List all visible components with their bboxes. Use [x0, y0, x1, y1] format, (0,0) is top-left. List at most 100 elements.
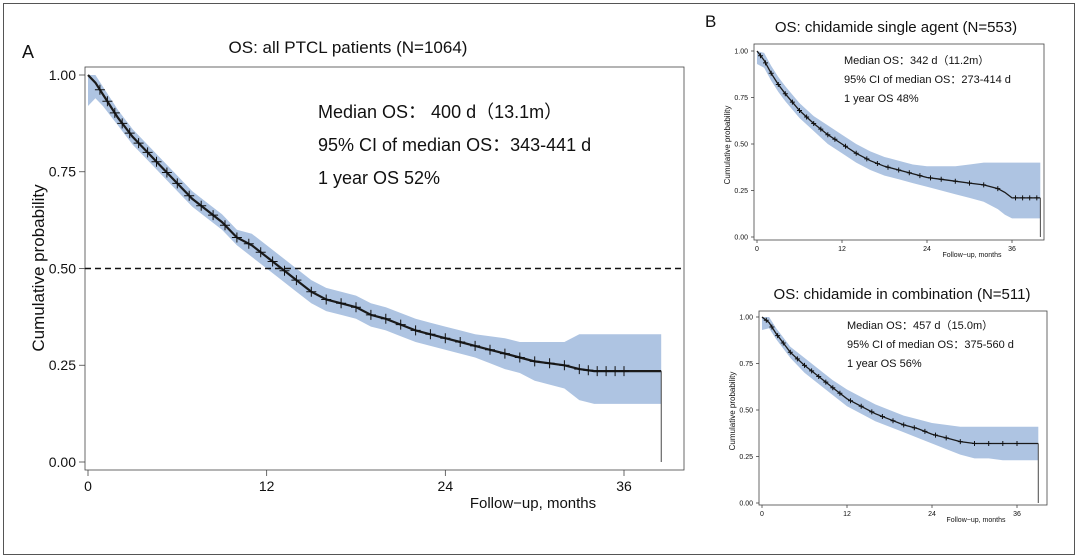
y-tick-label: 0.75 — [49, 164, 76, 180]
censor-mark — [763, 60, 768, 66]
censor-mark — [943, 435, 949, 441]
censor-mark — [809, 368, 815, 374]
censor-mark — [133, 138, 144, 149]
plot-frame — [758, 310, 1048, 506]
x-tick-label: 0 — [755, 246, 759, 253]
censor-mark — [864, 156, 870, 162]
censor-mark — [1014, 441, 1020, 446]
censor-mark — [789, 99, 795, 105]
y-tick-label: 0.25 — [734, 188, 748, 195]
censor-mark — [583, 365, 594, 376]
censor-mark — [837, 390, 843, 396]
censor-mark — [455, 337, 466, 347]
annotation-line: 95% CI of median OS：375-560 d — [847, 339, 1014, 351]
censor-mark — [559, 360, 570, 371]
censor-mark — [938, 176, 944, 182]
censor-mark — [917, 173, 923, 179]
censor-mark — [832, 136, 838, 142]
censor-mark — [853, 150, 859, 156]
y-tick-label: 0.50 — [49, 260, 76, 276]
censor-mark — [816, 374, 822, 379]
x-axis-label: Follow−up, months — [947, 517, 1006, 524]
censor-mark — [780, 340, 786, 346]
censor-mark — [410, 325, 421, 336]
censor-mark — [972, 441, 977, 446]
plot-frame — [753, 43, 1045, 241]
y-axis-label: Cumulative probability — [29, 184, 48, 352]
censor-mark — [1027, 195, 1033, 201]
censor-mark — [1034, 195, 1040, 201]
censor-mark — [769, 324, 775, 330]
panel-letter-a: A — [22, 42, 34, 62]
censor-mark — [901, 422, 907, 428]
annotation-line: Median OS： 400 d（13.1m） — [318, 102, 562, 122]
x-tick-label: 24 — [438, 478, 454, 494]
annotation-line: Median OS：457 d（15.0m） — [847, 319, 993, 332]
y-tick-label: 1.00 — [739, 314, 753, 321]
y-axis-label: Cumulative probability — [723, 106, 732, 185]
confidence-band — [757, 51, 1041, 219]
chart-title: OS: chidamide in combination (N=511) — [774, 286, 1031, 303]
censor-mark — [151, 156, 162, 167]
censor-mark — [470, 340, 481, 351]
x-tick-label: 12 — [843, 511, 851, 518]
x-tick-label: 0 — [760, 511, 764, 518]
censor-mark — [928, 175, 933, 181]
y-tick-label: 0.00 — [739, 500, 753, 507]
y-tick-label: 0.00 — [49, 454, 76, 470]
chart-single-agent: OS: chidamide single agent (N=553) 0.00 0.… — [723, 19, 1045, 259]
censor-mark — [351, 302, 361, 313]
censor-mark — [818, 126, 824, 132]
censor-mark — [802, 362, 807, 368]
censor-mark — [619, 366, 629, 377]
censor-mark — [911, 425, 917, 431]
censor-mark — [161, 167, 172, 178]
y-tick-label: 0.75 — [739, 361, 753, 368]
censor-mark — [922, 428, 928, 434]
censor-mark — [514, 352, 525, 363]
censor-mark — [231, 232, 242, 243]
y-tick-label: 0.00 — [734, 234, 748, 241]
annotation-line: 95% CI of median OS：273-414 d — [844, 74, 1011, 86]
annotation-line: 1 year OS 56% — [847, 358, 922, 370]
y-tick-label: 0.50 — [739, 407, 753, 414]
censor-mark — [787, 349, 793, 355]
censor-mark — [365, 309, 376, 320]
censor-mark — [967, 180, 972, 186]
survival-curve — [761, 316, 1039, 445]
censor-mark — [117, 118, 128, 129]
y-tick-label: 0.25 — [739, 454, 753, 461]
panel-letter-b: B — [705, 12, 716, 31]
chart-title: OS: all PTCL patients (N=1064) — [229, 38, 468, 57]
confidence-band — [762, 317, 1039, 461]
censor-mark — [208, 210, 219, 221]
censor-mark — [825, 132, 831, 138]
censor-mark — [879, 414, 885, 419]
censor-mark — [601, 366, 612, 377]
chart-title: OS: chidamide single agent (N=553) — [775, 19, 1017, 36]
censor-mark — [1000, 441, 1006, 446]
censor-mark — [811, 121, 817, 126]
y-tick-label: 1.00 — [734, 48, 748, 55]
censor-mark — [874, 161, 880, 166]
censor-mark — [184, 190, 195, 201]
x-tick-label: 12 — [259, 478, 275, 494]
censor-mark — [255, 247, 266, 258]
censor-mark — [336, 298, 347, 309]
censor-mark — [592, 366, 603, 377]
censor-mark — [843, 143, 848, 149]
x-tick-label: 24 — [923, 246, 931, 253]
figure-frame — [3, 3, 1075, 555]
censor-mark — [102, 96, 113, 107]
censor-mark — [220, 220, 230, 231]
censor-mark — [109, 107, 120, 118]
censor-mark — [952, 178, 958, 184]
x-tick-label: 36 — [1008, 246, 1016, 253]
censor-mark — [544, 358, 555, 369]
censor-mark — [775, 333, 781, 339]
censor-mark — [896, 167, 902, 173]
annotation-line: 1 year OS 52% — [318, 168, 440, 188]
censor-mark — [395, 319, 406, 330]
censor-mark — [610, 366, 621, 377]
censor-mark — [768, 70, 774, 76]
